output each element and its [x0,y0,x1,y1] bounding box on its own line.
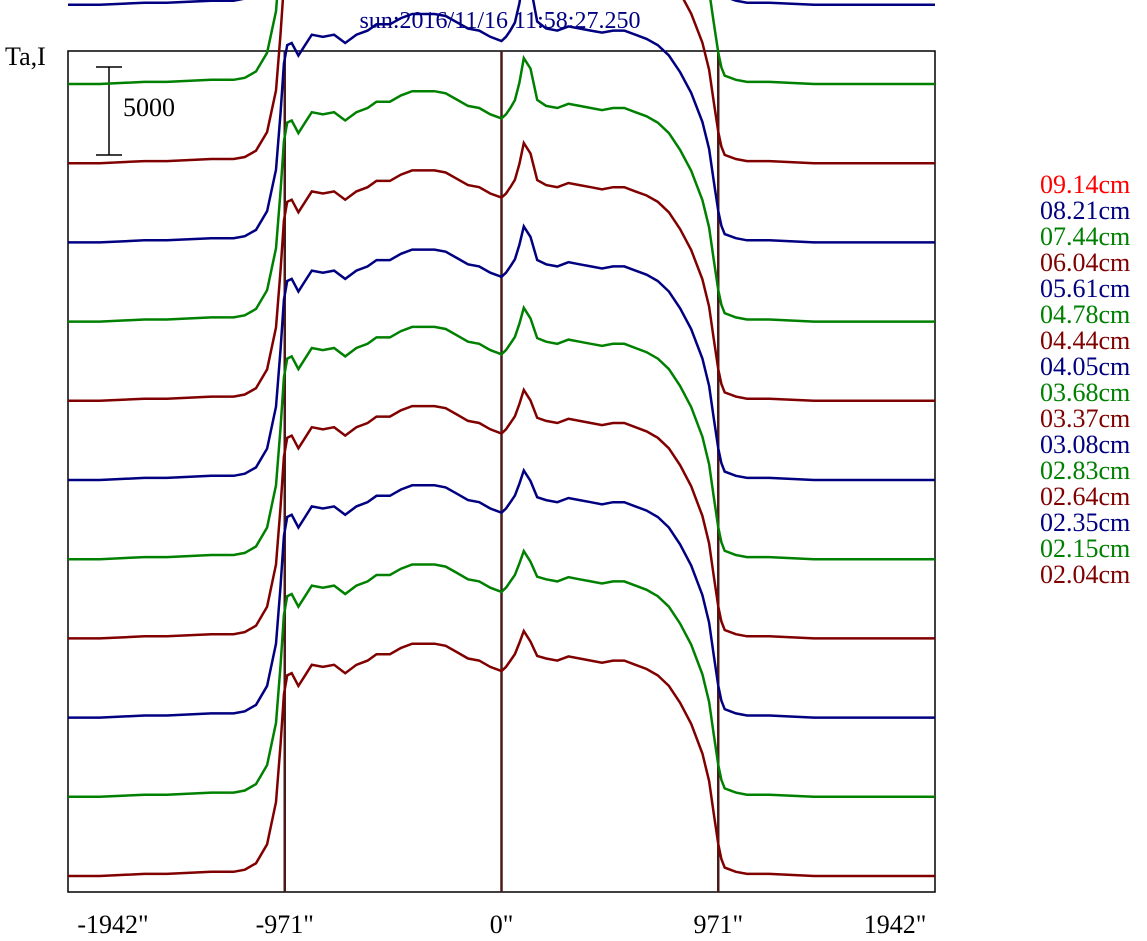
legend-entry-8: 03.68cm [1040,378,1130,407]
series-line-10 [68,0,935,244]
x-tick-label-1: -971" [256,910,314,939]
legend-entry-14: 02.15cm [1040,534,1130,563]
legend-entry-5: 04.78cm [1040,300,1130,329]
series-line-9 [68,0,935,165]
y-axis-label: Ta,I [5,42,46,71]
legend-entry-3: 06.04cm [1040,248,1130,277]
x-tick-labels: -1942" -971" 0" 971" 1942" [77,910,926,939]
legend-entry-9: 03.37cm [1040,404,1130,433]
chart-title: sun:2016/11/16 11:58:27.250 [360,8,641,34]
series-line-15 [68,386,935,640]
series-line-11 [68,54,935,323]
series-line-17 [68,548,935,799]
series-group [68,0,935,878]
legend-entry-15: 02.04cm [1040,560,1130,589]
x-tick-label-4: 1942" [864,910,927,939]
x-tick-label-0: -1942" [77,910,148,939]
series-line-7 [68,0,935,7]
scale-bar: 5000 [96,66,175,156]
legend-entry-2: 07.44cm [1040,222,1130,251]
legend-entry-0: 09.14cm [1040,170,1130,199]
legend-entry-11: 02.83cm [1040,456,1130,485]
x-tick-label-2: 0" [490,910,514,939]
series-line-16 [68,467,935,719]
series-line-14 [68,304,935,561]
scale-bar-label: 5000 [123,93,175,122]
legend-entry-7: 04.05cm [1040,352,1130,381]
series-line-18 [68,628,935,878]
legend-entry-6: 04.44cm [1040,326,1130,355]
legend-entry-12: 02.64cm [1040,482,1130,511]
legend-entry-4: 05.61cm [1040,274,1130,303]
legend-entry-13: 02.35cm [1040,508,1130,537]
series-line-13 [68,223,935,482]
vertical-lines [283,51,720,892]
legend-entry-1: 08.21cm [1040,196,1130,225]
legend: 09.14cm08.21cm07.44cm06.04cm05.61cm04.78… [1040,170,1130,589]
series-line-12 [68,139,935,403]
legend-entry-10: 03.08cm [1040,430,1130,459]
x-tick-label-3: 971" [693,910,743,939]
